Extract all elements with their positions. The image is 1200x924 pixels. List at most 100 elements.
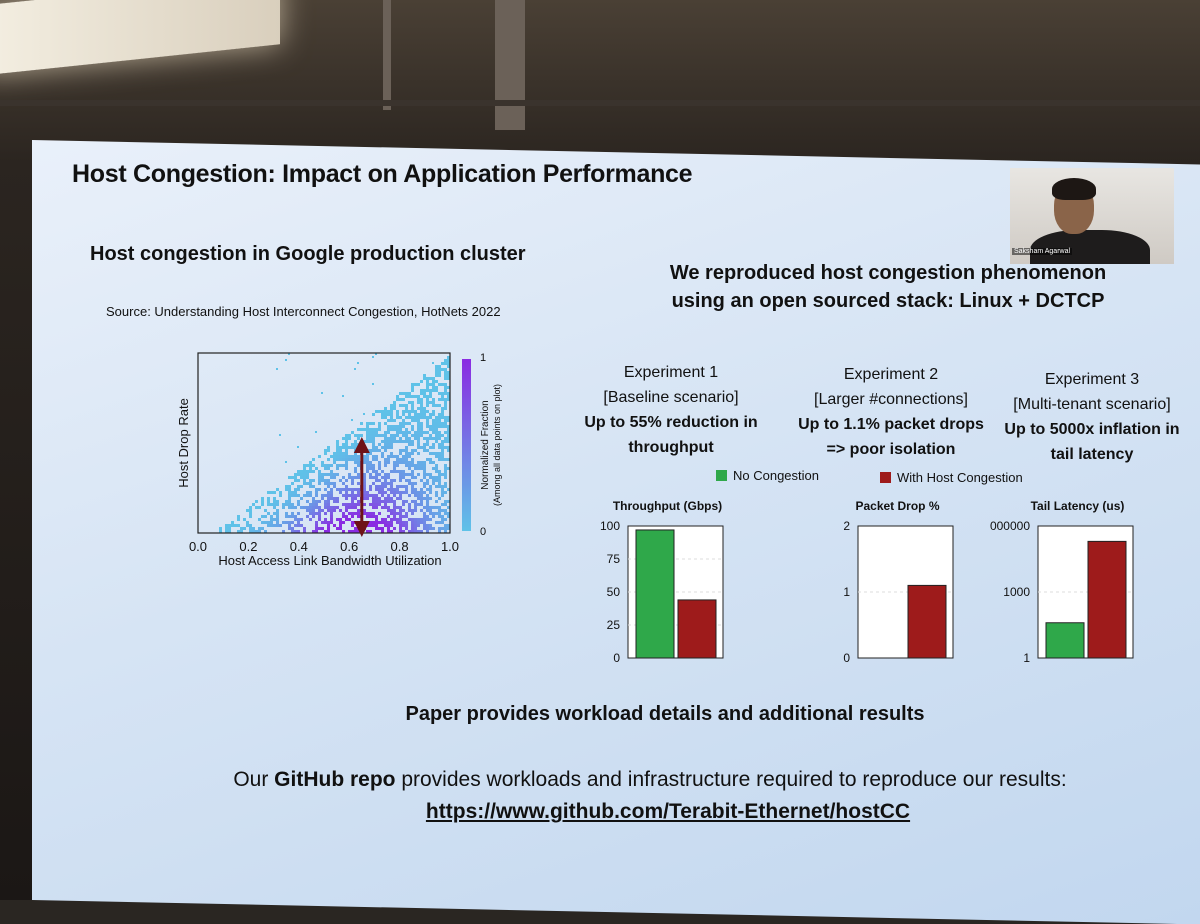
heatmap-cell bbox=[390, 491, 393, 494]
heatmap-cell bbox=[414, 416, 417, 419]
heatmap-cell bbox=[267, 500, 270, 503]
heatmap-cell bbox=[426, 515, 429, 518]
experiment-1-result-line2: throughput bbox=[628, 439, 714, 456]
heatmap-cell bbox=[294, 476, 297, 479]
heatmap-cell bbox=[429, 518, 432, 521]
heatmap-cell bbox=[393, 425, 396, 428]
heatmap-cell bbox=[414, 503, 417, 506]
heatmap-cell bbox=[321, 494, 324, 497]
heatmap-cell bbox=[432, 422, 435, 425]
heatmap-cell bbox=[315, 521, 318, 524]
heatmap-cell bbox=[228, 527, 231, 530]
heatmap-cell bbox=[444, 500, 447, 503]
heatmap-cell bbox=[372, 434, 375, 437]
heatmap-cell bbox=[282, 530, 285, 533]
heatmap-cell bbox=[435, 419, 438, 422]
heatmap-cell bbox=[396, 428, 399, 431]
heatmap-cell bbox=[345, 449, 348, 452]
heatmap-cell bbox=[327, 521, 330, 524]
tail-latency-chart: Tail Latency (us)1000000 1000 1 bbox=[990, 499, 1134, 665]
heatmap-cell bbox=[354, 527, 357, 530]
heatmap-cell bbox=[414, 524, 417, 527]
heatmap-cell bbox=[363, 482, 366, 485]
heatmap-cell bbox=[429, 434, 432, 437]
heatmap-cell bbox=[348, 506, 351, 509]
heatmap-cell bbox=[402, 449, 405, 452]
heatmap-cell bbox=[423, 416, 426, 419]
heatmap-cell bbox=[423, 407, 426, 410]
heatmap-cell bbox=[441, 383, 444, 386]
heatmap-cell bbox=[378, 428, 381, 431]
heatmap-cell bbox=[381, 470, 384, 473]
heatmap-cell bbox=[312, 503, 315, 506]
heatmap-cell bbox=[357, 428, 360, 431]
heatmap-cell bbox=[429, 497, 432, 500]
heatmap-cell bbox=[306, 473, 309, 476]
heatmap-cell bbox=[393, 488, 396, 491]
heatmap-cell bbox=[396, 485, 399, 488]
heatmap-cell bbox=[357, 512, 360, 515]
heatmap-cell bbox=[417, 497, 420, 500]
heatmap-cell bbox=[432, 377, 435, 380]
heatmap-cell bbox=[426, 488, 429, 491]
heatmap-cell bbox=[432, 398, 435, 401]
heatmap-cell bbox=[381, 440, 384, 443]
heatmap-cell bbox=[444, 398, 447, 401]
heatmap-cell bbox=[369, 485, 372, 488]
heatmap-cell bbox=[402, 515, 405, 518]
heatmap-cell bbox=[366, 491, 369, 494]
heatmap-cell bbox=[351, 512, 354, 515]
heatmap-cell bbox=[357, 503, 360, 506]
ceiling-beam bbox=[495, 0, 525, 130]
heatmap-cell bbox=[426, 443, 429, 446]
heatmap-cell bbox=[393, 527, 396, 530]
heatmap-cell bbox=[435, 467, 438, 470]
heatmap-cell bbox=[249, 530, 252, 533]
heatmap-cell bbox=[447, 392, 450, 395]
heatmap-cell bbox=[324, 479, 327, 482]
heatmap-cell bbox=[390, 512, 393, 515]
heatmap-cell bbox=[348, 455, 351, 458]
heatmap-cell bbox=[438, 458, 441, 461]
heatmap-cell bbox=[297, 473, 300, 476]
heatmap-cell bbox=[354, 368, 356, 370]
heatmap-cell bbox=[351, 479, 354, 482]
heatmap-cell bbox=[435, 479, 438, 482]
heatmap-cell bbox=[372, 470, 375, 473]
heatmap-cell bbox=[402, 509, 405, 512]
heatmap-cell bbox=[417, 428, 420, 431]
heatmap-cell bbox=[411, 401, 414, 404]
heatmap-cell bbox=[306, 515, 309, 518]
heatmap-cell bbox=[399, 512, 402, 515]
heatmap-cell bbox=[417, 437, 420, 440]
heatmap-cell bbox=[381, 482, 384, 485]
heatmap-cell bbox=[429, 485, 432, 488]
webcam-presenter-body bbox=[1030, 230, 1150, 264]
heatmap-cell bbox=[336, 527, 339, 530]
heatmap-cell bbox=[306, 464, 309, 467]
heatmap-cell bbox=[276, 509, 279, 512]
heatmap-cell bbox=[315, 503, 318, 506]
heatmap-cell bbox=[339, 491, 342, 494]
heatmap-cell bbox=[408, 464, 411, 467]
heatmap-cell bbox=[327, 491, 330, 494]
legend-swatch-with-congestion bbox=[880, 472, 891, 483]
heatmap-cell bbox=[417, 524, 420, 527]
heatmap-cell bbox=[438, 476, 441, 479]
heatmap-cell bbox=[387, 437, 390, 440]
heatmap-cell bbox=[318, 479, 321, 482]
heatmap-cell bbox=[279, 434, 281, 436]
heatmap-cell bbox=[219, 527, 222, 530]
heatmap-cell bbox=[327, 506, 330, 509]
bar-y-tick-label: 1000000 bbox=[990, 519, 1030, 533]
heatmap-cell bbox=[276, 500, 279, 503]
heatmap-cell bbox=[441, 455, 444, 458]
heatmap-cell bbox=[351, 494, 354, 497]
heatmap-cell bbox=[444, 404, 447, 407]
github-repo-link[interactable]: https://www.github.com/Terabit-Ethernet/… bbox=[425, 800, 911, 823]
heatmap-cell bbox=[390, 482, 393, 485]
heatmap-cell bbox=[429, 383, 432, 386]
heatmap-cell bbox=[411, 452, 414, 455]
heatmap-cell bbox=[423, 413, 426, 416]
heatmap-cell bbox=[330, 509, 333, 512]
